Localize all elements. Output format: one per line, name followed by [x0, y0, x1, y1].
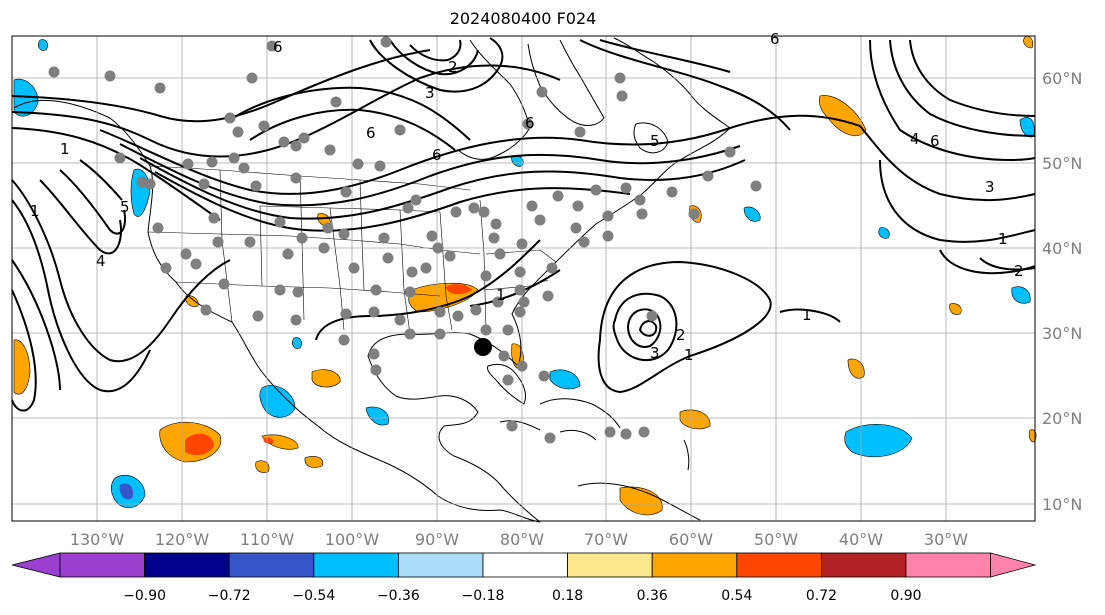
anomaly-shading: [13, 35, 1037, 516]
svg-text:1: 1: [30, 202, 40, 220]
svg-text:6: 6: [273, 38, 283, 56]
svg-text:2: 2: [676, 326, 686, 344]
svg-text:1: 1: [684, 346, 694, 364]
svg-text:6: 6: [366, 124, 376, 142]
longitude-labels: 130°W 120°W 110°W 100°W 90°W 80°W 70°W 6…: [70, 530, 968, 549]
svg-text:130°W: 130°W: [70, 530, 125, 549]
svg-text:3: 3: [985, 178, 995, 196]
svg-text:2: 2: [448, 58, 458, 76]
svg-text:60°W: 60°W: [669, 530, 713, 549]
svg-text:6: 6: [770, 30, 780, 48]
map-frame: [11, 35, 1036, 522]
svg-text:1: 1: [802, 306, 812, 324]
colorbar-tick-labels: −0.90 −0.72 −0.54 −0.36 −0.18 0.18 0.36 …: [123, 588, 921, 604]
svg-text:110°W: 110°W: [240, 530, 295, 549]
svg-text:3: 3: [425, 84, 435, 102]
highlight-marker: [474, 338, 492, 356]
svg-text:20°N: 20°N: [1042, 409, 1082, 428]
svg-text:60°N: 60°N: [1042, 69, 1082, 88]
colorbar-extend-low: [11, 552, 61, 578]
svg-text:0.54: 0.54: [721, 588, 752, 604]
svg-text:−0.36: −0.36: [377, 588, 420, 604]
svg-text:−0.72: −0.72: [208, 588, 251, 604]
contour-labels: 6 2 3 6 6 6 5 4 1 1 3 2 1 1 3 1 2 6 4 5 …: [30, 30, 1024, 364]
svg-text:4: 4: [96, 252, 106, 270]
svg-text:−0.54: −0.54: [292, 588, 335, 604]
svg-text:30°N: 30°N: [1042, 324, 1082, 343]
svg-text:0.18: 0.18: [552, 588, 583, 604]
svg-text:3: 3: [650, 344, 660, 362]
svg-text:120°W: 120°W: [155, 530, 210, 549]
svg-text:40°N: 40°N: [1042, 239, 1082, 258]
svg-text:70°W: 70°W: [584, 530, 628, 549]
svg-text:5: 5: [650, 132, 660, 150]
svg-text:−0.90: −0.90: [123, 588, 166, 604]
svg-text:6: 6: [525, 114, 535, 132]
svg-text:1: 1: [998, 230, 1008, 248]
colorbar-extend-high: [990, 552, 1037, 578]
svg-text:50°W: 50°W: [754, 530, 798, 549]
svg-text:0.36: 0.36: [637, 588, 668, 604]
svg-text:30°W: 30°W: [924, 530, 968, 549]
svg-text:100°W: 100°W: [325, 530, 380, 549]
svg-text:10°N: 10°N: [1042, 495, 1082, 514]
svg-text:1: 1: [60, 140, 70, 158]
svg-text:40°W: 40°W: [839, 530, 883, 549]
svg-text:1: 1: [496, 286, 506, 304]
colorbar: [11, 552, 1037, 578]
svg-text:90°W: 90°W: [415, 530, 459, 549]
svg-text:2: 2: [1014, 262, 1024, 280]
svg-text:0.72: 0.72: [806, 588, 837, 604]
svg-text:4: 4: [910, 130, 920, 148]
svg-text:50°N: 50°N: [1042, 154, 1082, 173]
svg-text:6: 6: [432, 146, 442, 164]
map-title: 2024080400 F024: [449, 9, 597, 28]
svg-text:−0.18: −0.18: [462, 588, 505, 604]
latitude-labels: 60°N 50°N 40°N 30°N 20°N 10°N: [1042, 69, 1082, 514]
svg-text:0.90: 0.90: [890, 588, 921, 604]
contour-lines: [11, 37, 1036, 412]
station-markers: [48, 36, 762, 444]
svg-text:80°W: 80°W: [500, 530, 544, 549]
svg-text:6: 6: [930, 132, 940, 150]
svg-text:5: 5: [120, 198, 130, 216]
